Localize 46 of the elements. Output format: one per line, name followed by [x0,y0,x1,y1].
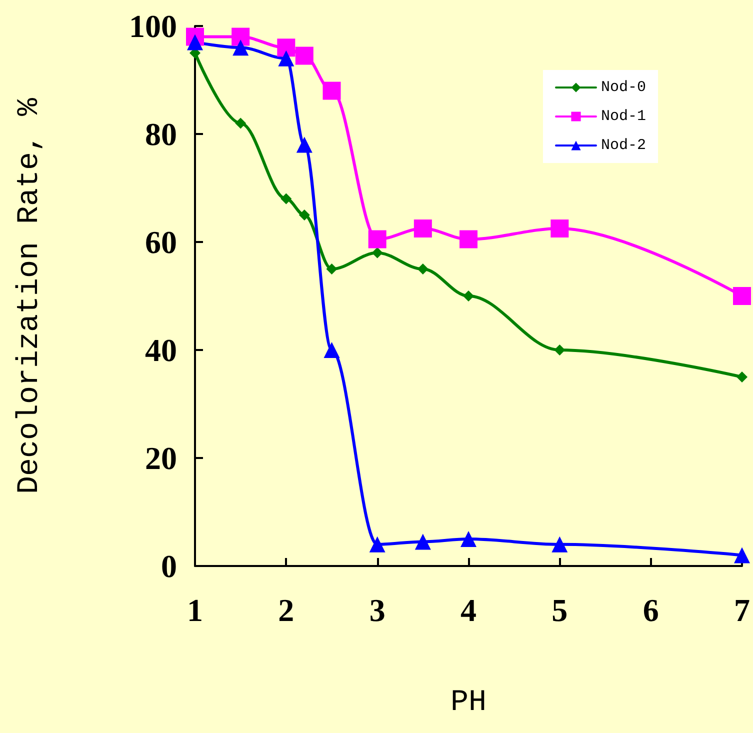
y-tick-label: 100 [129,8,177,44]
point [417,264,428,274]
x-tick-label: 1 [187,592,203,628]
point [296,136,312,153]
point [736,372,748,382]
point [232,40,249,56]
point [277,38,296,57]
y-tick-label: 40 [145,332,177,368]
y-axis-title: Decolorization Rate, % [13,96,47,494]
point [733,287,751,305]
point [278,50,294,66]
point [326,264,338,274]
point [232,28,250,46]
point [550,220,569,238]
y-tick-label: 80 [145,116,177,152]
point [414,534,431,550]
y-tick-label: 20 [145,440,177,476]
legend-label: Nod-1 [600,108,646,125]
point [552,536,568,552]
point [554,344,566,356]
legend-label: Nod-0 [600,79,646,96]
point [734,547,750,564]
legend-label: Nod-2 [600,137,646,154]
point [369,536,386,552]
x-tick-label: 5 [552,592,568,628]
point [414,220,432,238]
x-tick-label: 2 [278,592,294,628]
y-tick-label: 60 [145,224,177,260]
point [460,531,476,547]
point [280,193,292,204]
x-tick-label: 4 [460,592,476,628]
point [235,118,246,129]
y-tick-label: 0 [161,548,177,584]
x-tick-label: 3 [369,592,386,628]
point [368,230,386,248]
point [463,290,474,302]
x-tick-label: 6 [642,592,659,628]
point [187,34,203,50]
point [460,230,478,248]
x-axis-title: PH [450,686,487,720]
point [298,210,310,220]
point [324,342,340,358]
point [322,82,341,100]
point [372,247,383,258]
point [295,46,314,65]
x-tick-label: 7 [734,592,750,628]
